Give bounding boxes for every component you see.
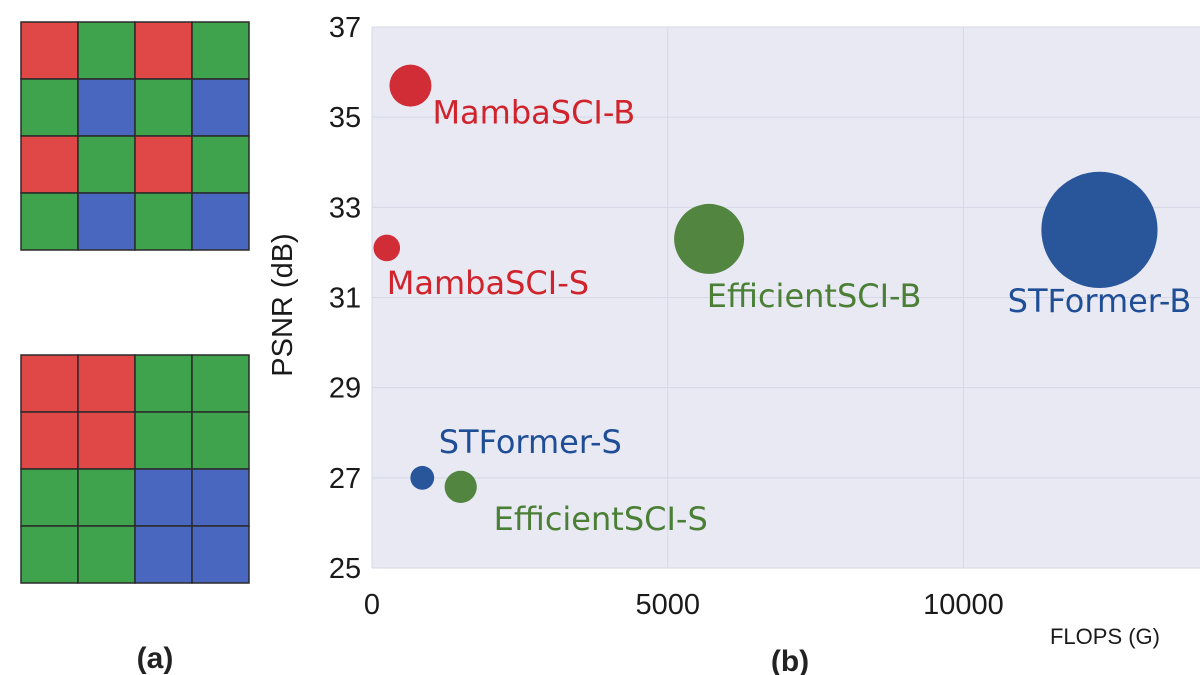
filter-cell-green xyxy=(134,411,193,470)
filter-cell-blue xyxy=(77,192,136,251)
filter-cell-green xyxy=(191,411,250,470)
filter-cell-green xyxy=(134,354,193,413)
x-axis-label: FLOPS (G) xyxy=(1050,624,1160,649)
point-stformer-b xyxy=(1041,171,1158,288)
x-tick-label: 10000 xyxy=(923,589,1004,621)
filter-cell-blue xyxy=(191,468,250,527)
panel-a: (a) xyxy=(20,21,250,675)
filter-cell-green xyxy=(191,135,250,194)
y-tick-label: 31 xyxy=(329,283,361,315)
point-efficientsci-s xyxy=(444,470,477,503)
point-label-stformer-s: STFormer-S xyxy=(439,423,622,461)
y-tick-label: 29 xyxy=(329,373,361,405)
filter-cell-blue xyxy=(134,525,193,584)
filter-cell-green xyxy=(20,468,79,527)
panel-b: 25 27 29 31 33 35 37 0 5000 10000 PSNR (dB) FLOP… xyxy=(267,12,1200,675)
filter-cell-green xyxy=(77,468,136,527)
filter-cell-green xyxy=(77,21,136,80)
point-label-stformer-b: STFormer-B xyxy=(1008,282,1192,320)
filter-cell-blue xyxy=(191,192,250,251)
point-label-efficientsci-s: EfficientSCI-S xyxy=(494,500,708,538)
y-tick-label: 25 xyxy=(329,553,361,585)
point-mambasci-s xyxy=(373,234,401,262)
x-tick-label: 0 xyxy=(364,589,380,621)
color-filter-pattern-top xyxy=(20,21,250,251)
data-points xyxy=(373,64,1158,503)
filter-cell-blue xyxy=(77,78,136,137)
filter-cell-green xyxy=(134,192,193,251)
y-tick-label: 27 xyxy=(329,463,361,495)
filter-cell-red xyxy=(20,354,79,413)
filter-cell-blue xyxy=(191,525,250,584)
y-axis-ticks: 25 27 29 31 33 35 37 xyxy=(329,12,361,585)
filter-cell-green xyxy=(191,21,250,80)
x-axis-ticks: 0 5000 10000 xyxy=(364,589,1004,621)
panel-b-label: (b) xyxy=(771,645,809,675)
filter-cell-green xyxy=(134,78,193,137)
filter-cell-red xyxy=(20,411,79,470)
filter-cell-blue xyxy=(134,468,193,527)
filter-cell-green xyxy=(77,525,136,584)
filter-cell-red xyxy=(134,135,193,194)
point-label-mambasci-s: MambaSCI-S xyxy=(387,264,589,302)
y-tick-label: 35 xyxy=(329,102,361,134)
data-point-labels: MambaSCI-B MambaSCI-S EfficientSCI-B STForm… xyxy=(387,94,1191,538)
filter-cell-blue xyxy=(191,78,250,137)
y-axis-label: PSNR (dB) xyxy=(267,233,299,376)
filter-cell-red xyxy=(20,21,79,80)
filter-cell-green xyxy=(20,78,79,137)
point-label-efficientsci-b: EfficientSCI-B xyxy=(707,277,922,315)
point-mambasci-b xyxy=(389,64,432,107)
filter-cell-red xyxy=(134,21,193,80)
filter-cell-red xyxy=(20,135,79,194)
filter-cell-red xyxy=(77,411,136,470)
point-efficientsci-b xyxy=(674,203,745,274)
filter-cell-red xyxy=(77,354,136,413)
panel-a-label: (a) xyxy=(137,642,174,675)
color-filter-pattern-bottom xyxy=(20,354,250,584)
filter-cell-green xyxy=(77,135,136,194)
point-label-mambasci-b: MambaSCI-B xyxy=(432,94,635,132)
filter-cell-green xyxy=(191,354,250,413)
gridlines xyxy=(371,26,1200,569)
y-tick-label: 33 xyxy=(329,192,361,224)
filter-cell-green xyxy=(20,525,79,584)
x-tick-label: 5000 xyxy=(635,589,700,621)
y-tick-label: 37 xyxy=(329,12,361,44)
filter-cell-green xyxy=(20,192,79,251)
point-stformer-s xyxy=(410,465,435,490)
